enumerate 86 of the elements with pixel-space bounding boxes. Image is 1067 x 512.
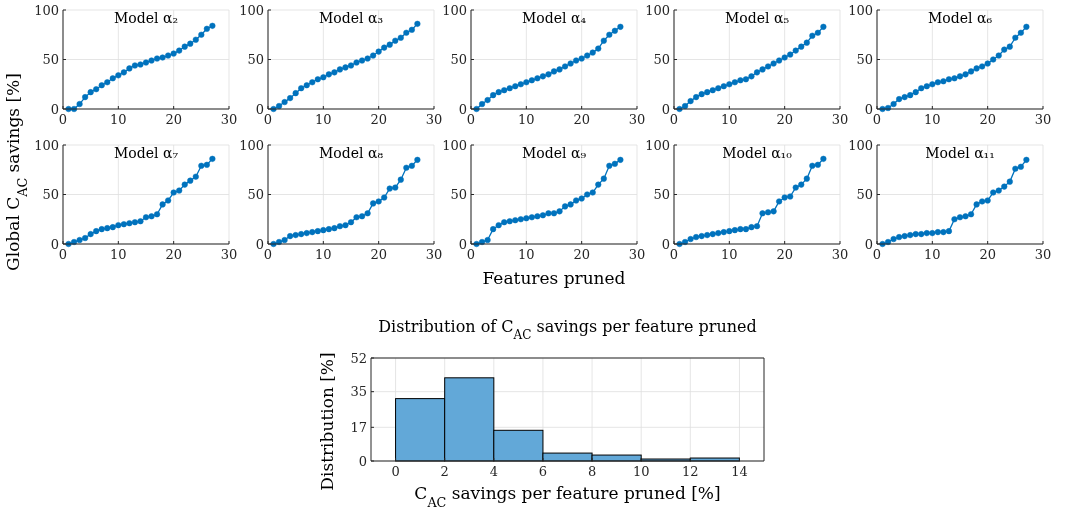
y-tick-label: 50 xyxy=(653,52,670,67)
x-tick-label: 30 xyxy=(1034,247,1052,262)
y-tick-label: 0 xyxy=(50,101,59,117)
x-tick-label: 10 xyxy=(924,112,941,127)
y-tick-label: 35 xyxy=(350,384,367,400)
y-tick-label: 0 xyxy=(661,236,670,252)
x-tick-label: 20 xyxy=(979,112,996,127)
chart-title: Model α₆ xyxy=(927,10,993,26)
chart-title: Model α₈ xyxy=(318,145,384,161)
y-tick-label: 50 xyxy=(247,187,264,202)
x-tick-label: 20 xyxy=(165,112,182,127)
x-tick-label: 10 xyxy=(721,112,738,127)
y-tick-label: 100 xyxy=(239,137,264,153)
x-tick-label: 10 xyxy=(721,247,738,262)
y-tick-label: 50 xyxy=(450,52,467,67)
x-tick-label: 4 xyxy=(489,464,498,479)
x-tick-label: 10 xyxy=(110,247,127,262)
x-tick-label: 30 xyxy=(220,247,238,262)
x-tick-label: 10 xyxy=(315,247,332,262)
y-tick-label: 0 xyxy=(661,101,670,117)
chart-title: Distribution of C$_{AC}$ savings per feature pruned xyxy=(378,317,757,342)
y-tick-label: 50 xyxy=(42,187,59,202)
y-tick-label: 100 xyxy=(645,137,670,153)
y-tick-label: 100 xyxy=(645,2,670,18)
x-tick-label: 10 xyxy=(518,112,535,127)
x-tick-label: 20 xyxy=(573,247,590,262)
y-tick-label: 100 xyxy=(442,137,467,153)
x-tick-label: 8 xyxy=(587,464,597,479)
x-tick-label: 30 xyxy=(1034,112,1052,127)
x-tick-label: 30 xyxy=(220,112,238,127)
x-tick-label: 30 xyxy=(628,247,646,262)
x-tick-label: 0 xyxy=(391,464,400,479)
y-tick-label: 100 xyxy=(34,137,59,153)
y-tick-label: 50 xyxy=(42,52,59,67)
chart-title: Model α₁₁ xyxy=(925,145,995,161)
x-tick-label: 30 xyxy=(628,112,646,127)
y-tick-label: 100 xyxy=(848,137,873,153)
x-tick-label: 10 xyxy=(110,112,127,127)
y-tick-label: 100 xyxy=(239,2,264,18)
chart-title: Model α₃ xyxy=(318,10,384,26)
y-tick-label: 52 xyxy=(350,350,367,366)
y-tick-label: 0 xyxy=(255,236,264,252)
chart-title: Model α₇ xyxy=(113,145,179,161)
x-tick-label: 30 xyxy=(831,112,849,127)
x-tick-label: 10 xyxy=(518,247,535,262)
x-tick-label: 20 xyxy=(776,247,793,262)
y-tick-label: 0 xyxy=(864,101,873,117)
chart-title: Model α₁₀ xyxy=(722,145,793,161)
x-tick-label: 20 xyxy=(776,112,793,127)
chart-title: Model α₉ xyxy=(521,145,587,161)
x-tick-label: 6 xyxy=(538,464,548,479)
y-tick-label: 0 xyxy=(50,236,59,252)
x-tick-label: 30 xyxy=(831,247,849,262)
x-axis-title: C$_{AC}$ savings per feature pruned [%] xyxy=(414,483,721,510)
x-tick-label: 10 xyxy=(315,112,332,127)
x-tick-label: 30 xyxy=(425,247,443,262)
chart-title: Model α₅ xyxy=(724,10,790,26)
chart-title: Model α₂ xyxy=(113,10,179,26)
x-tick-label: 20 xyxy=(370,112,387,127)
x-tick-label: 20 xyxy=(979,247,996,262)
y-tick-label: 0 xyxy=(458,101,467,117)
y-axis-title: Distribution [%] xyxy=(317,352,337,491)
y-tick-label: 0 xyxy=(358,453,367,469)
x-tick-label: 12 xyxy=(682,464,699,479)
x-tick-label: 10 xyxy=(632,464,650,479)
x-tick-label: 2 xyxy=(440,464,449,479)
y-tick-label: 0 xyxy=(864,236,873,252)
y-tick-label: 50 xyxy=(653,187,670,202)
x-tick-label: 20 xyxy=(165,247,182,262)
y-tick-label: 0 xyxy=(458,236,467,252)
x-tick-label: 20 xyxy=(370,247,387,262)
y-tick-label: 50 xyxy=(247,52,264,67)
y-tick-label: 0 xyxy=(255,101,264,117)
y-tick-label: 100 xyxy=(848,2,873,18)
x-tick-label: 20 xyxy=(573,112,590,127)
y-tick-label: 50 xyxy=(856,187,873,202)
y-tick-label: 100 xyxy=(34,2,59,18)
x-tick-label: 30 xyxy=(425,112,443,127)
x-axis-title: Features pruned xyxy=(482,268,626,288)
x-tick-label: 14 xyxy=(731,464,748,479)
y-tick-label: 50 xyxy=(856,52,873,67)
y-tick-label: 50 xyxy=(450,187,467,202)
x-tick-label: 10 xyxy=(924,247,941,262)
y-tick-label: 100 xyxy=(442,2,467,18)
y-tick-label: 17 xyxy=(350,419,367,435)
chart-title: Model α₄ xyxy=(521,10,587,26)
